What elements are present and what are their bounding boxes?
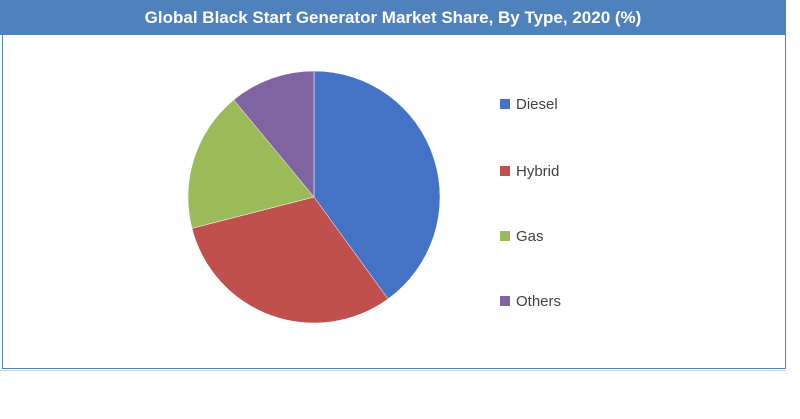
legend-label-gas: Gas — [516, 227, 544, 245]
legend-swatch-gas — [500, 231, 510, 241]
legend-item-hybrid: Hybrid — [500, 161, 559, 181]
legend-label-hybrid: Hybrid — [516, 162, 560, 180]
legend-item-diesel: Diesel — [500, 94, 558, 114]
pie-slice-gas — [187, 99, 315, 229]
pie-slice-hybrid — [191, 196, 389, 324]
legend-item-others: Others — [500, 291, 561, 311]
legend-label-others: Others — [516, 292, 562, 310]
legend-swatch-others — [500, 296, 510, 306]
legend-swatch-diesel — [500, 99, 510, 109]
pie-slice-others — [233, 70, 315, 198]
pie-slice-diesel — [313, 70, 441, 300]
chart-title-bar: Global Black Start Generator Market Shar… — [0, 0, 786, 35]
legend-swatch-hybrid — [500, 166, 510, 176]
chart-title: Global Black Start Generator Market Shar… — [144, 7, 642, 27]
bottom-divider — [0, 370, 786, 371]
legend-item-gas: Gas — [500, 226, 544, 246]
legend-label-diesel: Diesel — [516, 95, 558, 113]
